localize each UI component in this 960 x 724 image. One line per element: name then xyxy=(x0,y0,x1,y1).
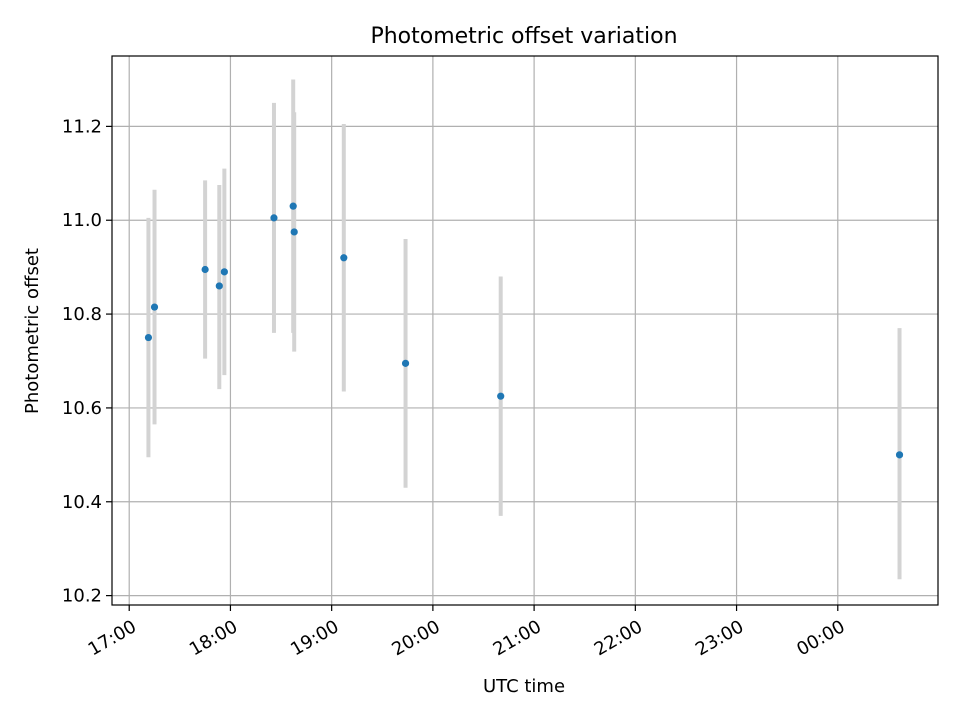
y-tick-label: 10.2 xyxy=(62,586,102,607)
data-point xyxy=(340,254,348,262)
data-point xyxy=(270,214,278,222)
y-tick-label: 10.4 xyxy=(62,492,102,513)
y-axis-ticks: 10.2 10.4 10.6 10.8 11.0 11.2 xyxy=(62,116,112,607)
data-point xyxy=(497,392,505,400)
data-point xyxy=(144,333,153,342)
data-point xyxy=(150,303,159,311)
x-axis-label: UTC time xyxy=(483,676,565,697)
y-axis-label: Photometric offset xyxy=(22,248,43,414)
y-tick-label: 11.2 xyxy=(62,116,102,137)
data-points xyxy=(144,202,904,459)
y-tick-label: 11.0 xyxy=(62,210,102,231)
chart-title: Photometric offset variation xyxy=(370,24,677,49)
data-point xyxy=(895,451,904,459)
data-point xyxy=(401,359,410,367)
grid xyxy=(112,56,938,605)
y-tick-label: 10.6 xyxy=(62,398,102,419)
y-tick-label: 10.8 xyxy=(62,304,102,325)
data-point xyxy=(201,265,209,274)
data-point xyxy=(289,202,297,210)
data-point xyxy=(220,268,228,276)
plot-frame xyxy=(111,55,939,606)
data-point xyxy=(215,282,223,290)
data-point xyxy=(290,228,298,236)
